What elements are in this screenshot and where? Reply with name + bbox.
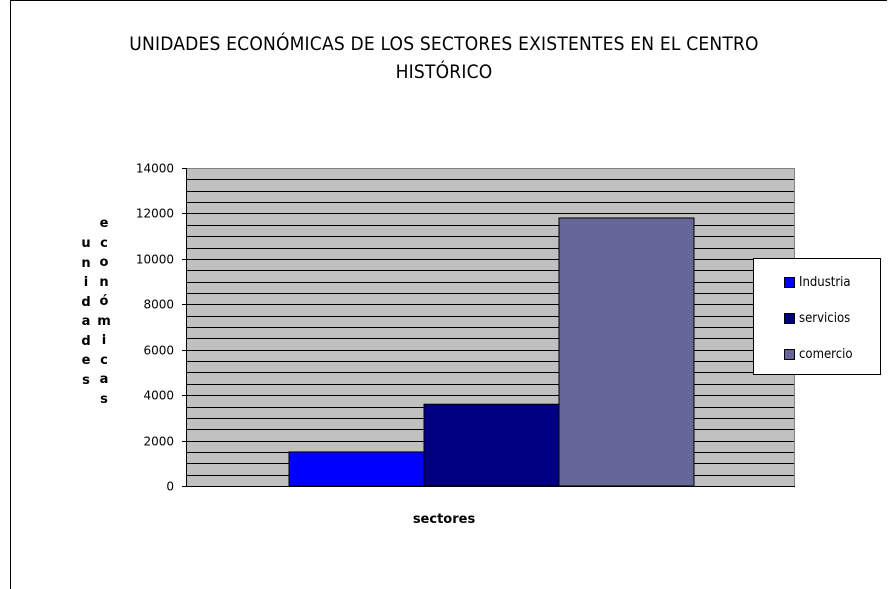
chart-frame — [10, 0, 887, 589]
y-axis-label-letter: e — [99, 216, 109, 231]
y-axis-label-letter: n — [81, 255, 91, 271]
x-axis-label: sectores — [412, 512, 476, 527]
y-axis-label-letter: d — [81, 294, 91, 310]
y-axis-label-letter: ó — [99, 294, 109, 309]
y-axis-label-letter: s — [82, 372, 90, 388]
y-axis-label-letter: u — [81, 236, 91, 251]
bar-comercio — [558, 217, 695, 487]
y-axis-label-letter: n — [99, 274, 109, 290]
chart-title: UNIDADES ECONÓMICAS DE LOS SECTORES EXIS… — [0, 30, 888, 86]
chart-title-line-2: HISTÓRICO — [395, 61, 493, 83]
y-tick-label: 0 — [166, 480, 174, 494]
legend-swatch-industria — [784, 276, 795, 288]
bar-servicios — [423, 403, 560, 487]
y-axis-label-letter: e — [81, 353, 91, 368]
y-tick-label: 10000 — [136, 253, 174, 267]
legend-item-servicios: servicios — [784, 309, 850, 327]
y-tick-label: 12000 — [136, 207, 174, 221]
y-axis-label-letter: m — [97, 313, 111, 329]
y-axis-label-letter: i — [101, 333, 107, 348]
y-axis-label-letter: o — [99, 255, 109, 270]
y-tick-label: 8000 — [143, 298, 174, 312]
y-tick-label: 4000 — [143, 389, 174, 403]
legend-item-comercio: comercio — [784, 345, 853, 363]
y-tick-label: 14000 — [136, 162, 174, 176]
y-axis-label-letter: c — [100, 352, 108, 368]
chart-title-line-1: UNIDADES ECONÓMICAS DE LOS SECTORES EXIS… — [129, 33, 759, 55]
legend: Industria servicios comercio — [753, 258, 881, 375]
legend-label-comercio: comercio — [799, 346, 853, 362]
y-tick-label: 2000 — [143, 435, 174, 449]
y-axis-label-letter: a — [81, 314, 91, 329]
y-axis-label-letter: i — [83, 275, 89, 290]
y-axis-label-letter: c — [100, 235, 108, 251]
y-axis-label-letter: d — [81, 333, 91, 349]
bar-industria — [288, 451, 425, 487]
legend-swatch-servicios — [784, 312, 795, 324]
legend-label-servicios: servicios — [799, 310, 851, 326]
legend-label-industria: Industria — [799, 274, 851, 290]
legend-item-industria: Industria — [784, 273, 851, 291]
y-axis-label-letter: a — [99, 372, 109, 387]
y-tick-label: 6000 — [143, 344, 174, 358]
y-axis-label-letter: s — [100, 391, 108, 407]
legend-swatch-comercio — [784, 348, 795, 360]
